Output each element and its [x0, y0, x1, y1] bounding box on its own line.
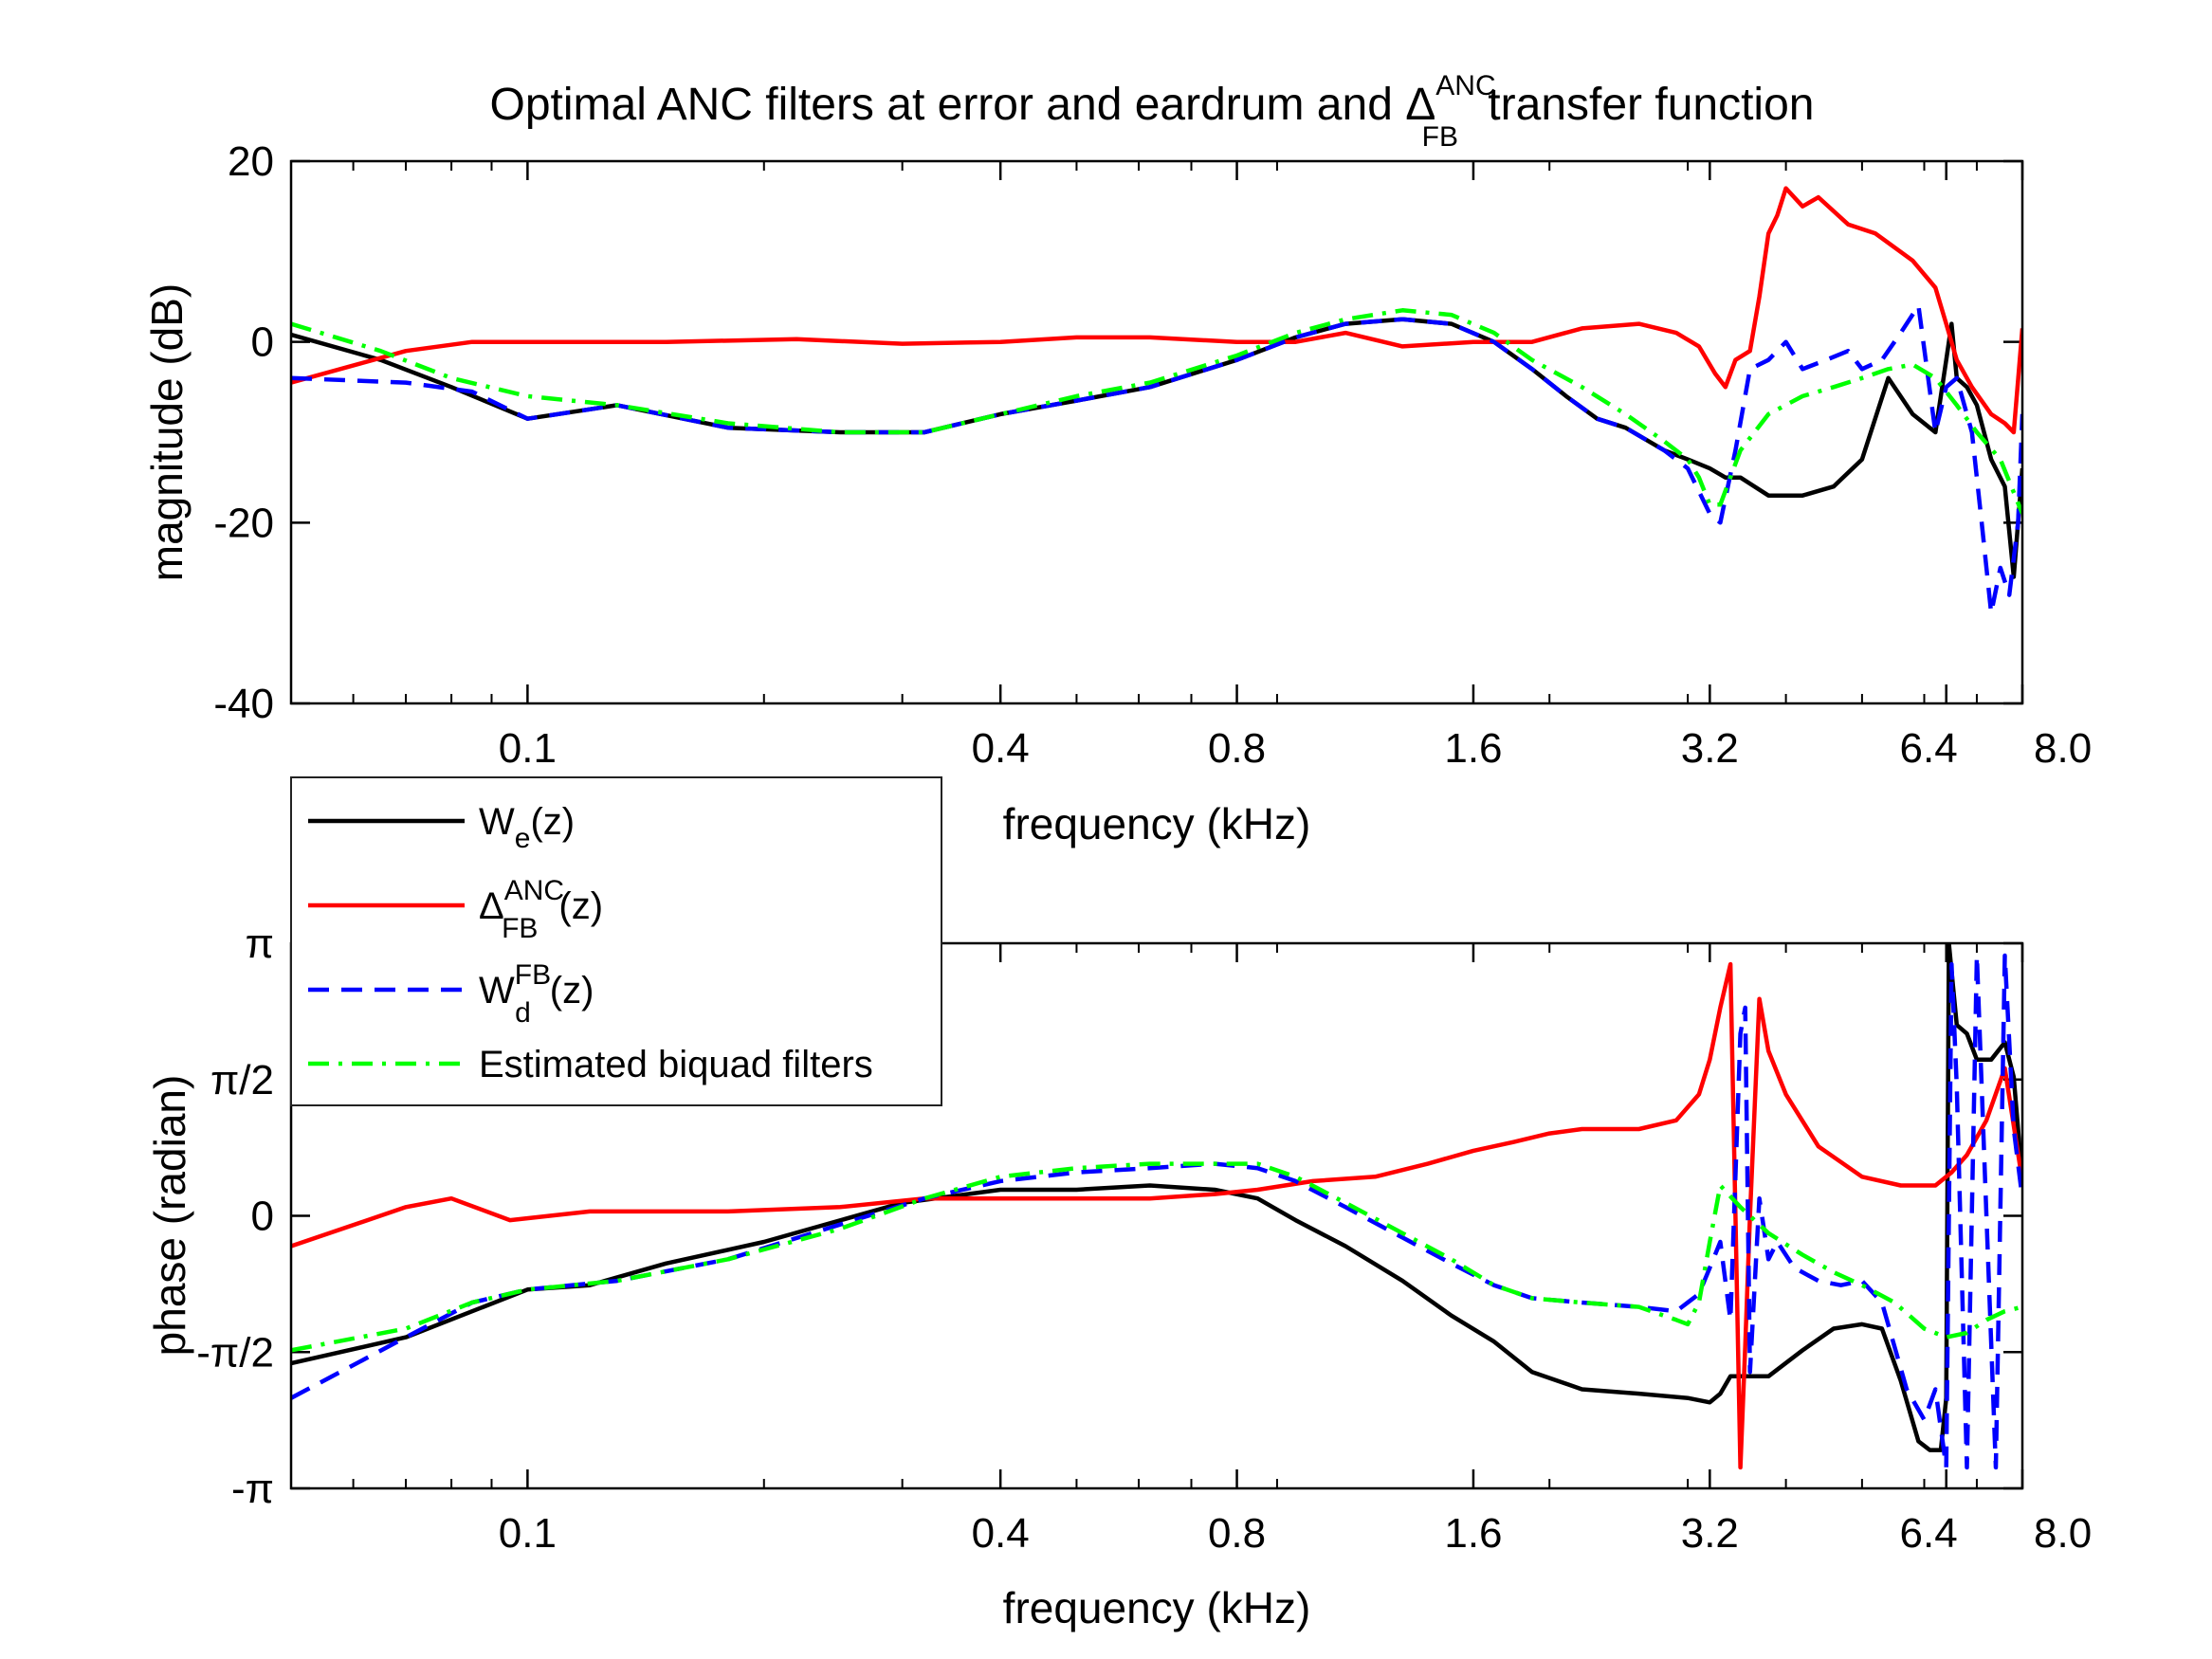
legend-label-wd: WFB d(z): [479, 959, 594, 1029]
magnitude-xlabel: frequency (kHz): [1003, 799, 1311, 848]
phase-plot: 0.1 0.4 0.8 1.6 3.2 6.4 8.0 -π -π/2 0 π/2 π frequen…: [145, 921, 2092, 1632]
x-tick-label: 6.4: [1900, 725, 1958, 772]
phase-xlabel: frequency (kHz): [1003, 1583, 1311, 1632]
magnitude-tick-labels: 0.1 0.4 0.8 1.6 3.2 6.4 8.0 -40 -20 0 20: [213, 138, 2092, 772]
legend-entry-we: We(z): [308, 801, 575, 854]
phase-tick-labels: 0.1 0.4 0.8 1.6 3.2 6.4 8.0 -π -π/2 0 π/2 π: [196, 921, 2092, 1557]
x-tick-label: 1.6: [1444, 1510, 1502, 1557]
x-tick-label: 3.2: [1681, 1510, 1739, 1557]
legend-label-biquad: Estimated biquad filters: [479, 1044, 873, 1085]
x-tick-label: 0.4: [972, 1510, 1030, 1557]
legend-entry-wd-fb: WFB d(z): [308, 959, 594, 1029]
phase-axes-box: [289, 941, 2024, 1490]
y-tick-label: π/2: [210, 1057, 274, 1103]
y-tick-label: -π/2: [196, 1329, 274, 1376]
y-tick-label: -20: [213, 500, 274, 546]
magnitude-ylabel: magnitude (dB): [142, 283, 192, 582]
legend-label-delta: ΔANC FB(z): [479, 875, 603, 944]
phase-ylabel: phase (radian): [145, 1075, 194, 1357]
legend-box: [290, 776, 942, 1106]
x-tick-label: 0.1: [499, 725, 557, 772]
legend-entry-biquad: Estimated biquad filters: [308, 1044, 873, 1085]
legend: We(z) ΔANC FB(z) WFB d(z) Estimated biquad…: [290, 776, 942, 1106]
y-tick-label: 20: [228, 138, 274, 185]
magnitude-plot: 0.1 0.4 0.8 1.6 3.2 6.4 8.0 -40 -20 0 20 frequency…: [142, 138, 2092, 848]
x-tick-label: 6.4: [1900, 1510, 1958, 1557]
magnitude-axes-box: [289, 159, 2024, 705]
chart-title: Optimal ANC filters at error and eardrum…: [490, 70, 1815, 153]
series-fb-anc-z: [291, 186, 2022, 435]
x-tick-label: 3.2: [1681, 725, 1739, 772]
y-tick-label: -π: [231, 1466, 274, 1512]
legend-label-we: We(z): [479, 801, 575, 854]
x-tick-label: 0.4: [972, 725, 1030, 772]
series-wdfb-z: [291, 953, 2022, 1470]
magnitude-series: [291, 186, 2022, 615]
x-tick-label: 1.6: [1444, 725, 1502, 772]
series-fb-anc-z: [291, 961, 2022, 1470]
x-tick-label: 8.0: [2034, 725, 2092, 772]
series-estimated-biquad-filters: [291, 1161, 2022, 1353]
x-tick-label: 0.8: [1208, 1510, 1266, 1557]
x-tick-label: 0.1: [499, 1510, 557, 1557]
y-tick-label: -40: [213, 681, 274, 727]
series-estimated-biquad-filters: [291, 308, 2022, 515]
y-tick-label: π: [246, 921, 274, 967]
x-tick-label: 8.0: [2034, 1510, 2092, 1557]
y-tick-label: 0: [251, 319, 274, 366]
legend-entry-delta-fb-anc: ΔANC FB(z): [308, 875, 603, 944]
y-tick-label: 0: [251, 1194, 274, 1240]
x-tick-label: 0.8: [1208, 725, 1266, 772]
